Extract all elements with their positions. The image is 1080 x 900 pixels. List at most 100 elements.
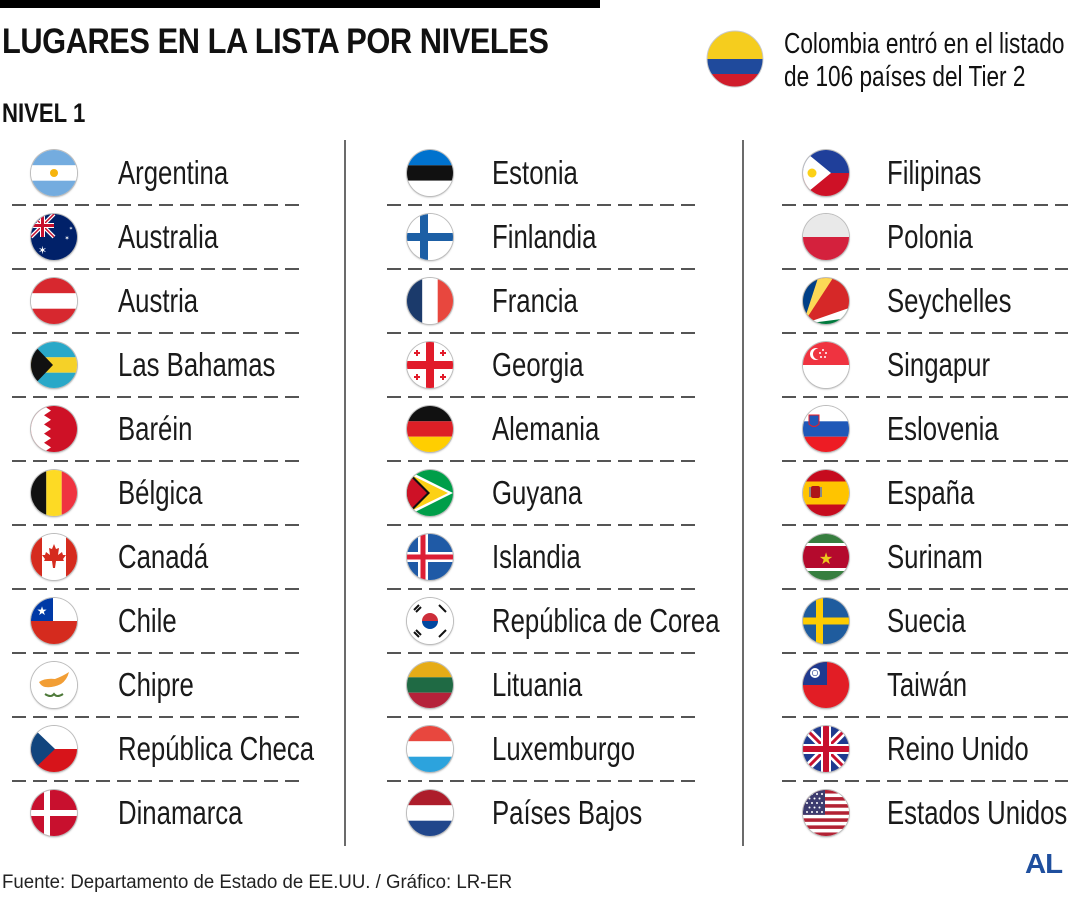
svg-text:★: ★ [37,604,48,618]
country-name: Finlandia [492,218,597,255]
list-item: Guyana [346,460,743,526]
argentina-flag-icon [31,150,77,196]
slovenia-flag-icon [803,406,849,452]
country-name: Islandia [492,538,581,575]
list-item: España [744,460,1080,526]
canada-flag-icon [31,534,77,580]
svg-text:✶: ✶ [64,235,69,242]
row-divider [12,716,304,718]
country-name: Suecia [887,602,966,639]
row-divider [387,460,700,462]
row-divider [782,652,1068,654]
country-name: Baréin [118,410,193,447]
row-divider [387,524,700,526]
row-divider [782,268,1068,270]
czech-republic-flag-icon [31,726,77,772]
united-kingdom-flag-icon [803,726,849,772]
country-name: Eslovenia [887,410,999,447]
finland-flag-icon [407,214,453,260]
list-item: Reino Unido [744,716,1080,782]
taiwan-flag-icon [803,662,849,708]
row-divider [387,652,700,654]
list-item: Suecia [744,588,1080,654]
country-name: Canadá [118,538,209,575]
australia-flag-icon: ✶ ✶ ✶ [31,214,77,260]
list-item: Chipre [0,652,345,718]
list-item: Taiwán [744,652,1080,718]
list-item: Filipinas [744,140,1080,206]
list-item: Países Bajos [346,780,743,844]
guyana-flag-icon [407,470,453,516]
list-item: ★ Surinam [744,524,1080,590]
country-name: Países Bajos [492,794,643,831]
row-divider [782,460,1068,462]
row-divider [12,396,304,398]
list-item: Estonia [346,140,743,206]
source-footer: Fuente: Departamento de Estado de EE.UU.… [2,872,513,893]
row-divider [387,780,700,782]
list-item: Georgia [346,332,743,398]
country-name: Dinamarca [118,794,243,831]
country-name: Polonia [887,218,973,255]
spain-flag-icon [803,470,849,516]
country-name: Austria [118,282,199,319]
country-name: Luxemburgo [492,730,636,767]
sweden-flag-icon [803,598,849,644]
singapore-flag-icon [803,342,849,388]
note-line-2: de 106 países del Tier 2 [784,61,1026,93]
austria-flag-icon [31,278,77,324]
country-name: Surinam [887,538,983,575]
list-item: Seychelles [744,268,1080,334]
list-item: Francia [346,268,743,334]
colombia-flag-icon [706,30,764,88]
country-name: Reino Unido [887,730,1029,767]
column-divider [344,140,346,846]
country-name: España [887,474,975,511]
row-divider [12,524,304,526]
list-item: ★ Chile [0,588,345,654]
country-name: Estonia [492,154,578,191]
row-divider [387,204,700,206]
country-name: Bélgica [118,474,203,511]
list-item: Alemania [346,396,743,462]
list-item: Islandia [346,524,743,590]
netherlands-flag-icon [407,790,453,836]
row-divider [387,588,700,590]
france-flag-icon [407,278,453,324]
country-name: Las Bahamas [118,346,276,383]
row-divider [12,332,304,334]
list-item: Singapur [744,332,1080,398]
row-divider [387,268,700,270]
column-divider [742,140,744,846]
row-divider [12,588,304,590]
row-divider [387,716,700,718]
poland-flag-icon [803,214,849,260]
estonia-flag-icon [407,150,453,196]
row-divider [782,588,1068,590]
row-divider [387,332,700,334]
row-divider [782,332,1068,334]
row-divider [12,204,304,206]
country-name: Estados Unidos [887,794,1068,831]
country-name: República Checa [118,730,315,767]
country-name: Filipinas [887,154,982,191]
top-rule [0,0,600,8]
svg-text:★: ★ [819,551,833,568]
row-divider [12,460,304,462]
list-item: ✶ ✶ ✶ Australia [0,204,345,270]
georgia-flag-icon [407,342,453,388]
germany-flag-icon [407,406,453,452]
lithuania-flag-icon [407,662,453,708]
row-divider [782,780,1068,782]
united-states-flag-icon [803,790,849,836]
country-name: Lituania [492,666,583,703]
publisher-logo: AL [1025,848,1063,879]
bahrain-flag-icon [31,406,77,452]
row-divider [782,524,1068,526]
row-divider [782,716,1068,718]
list-item: Austria [0,268,345,334]
row-divider [12,652,304,654]
list-item: República Checa [0,716,345,782]
country-name: Seychelles [887,282,1012,319]
list-item: Lituania [346,652,743,718]
